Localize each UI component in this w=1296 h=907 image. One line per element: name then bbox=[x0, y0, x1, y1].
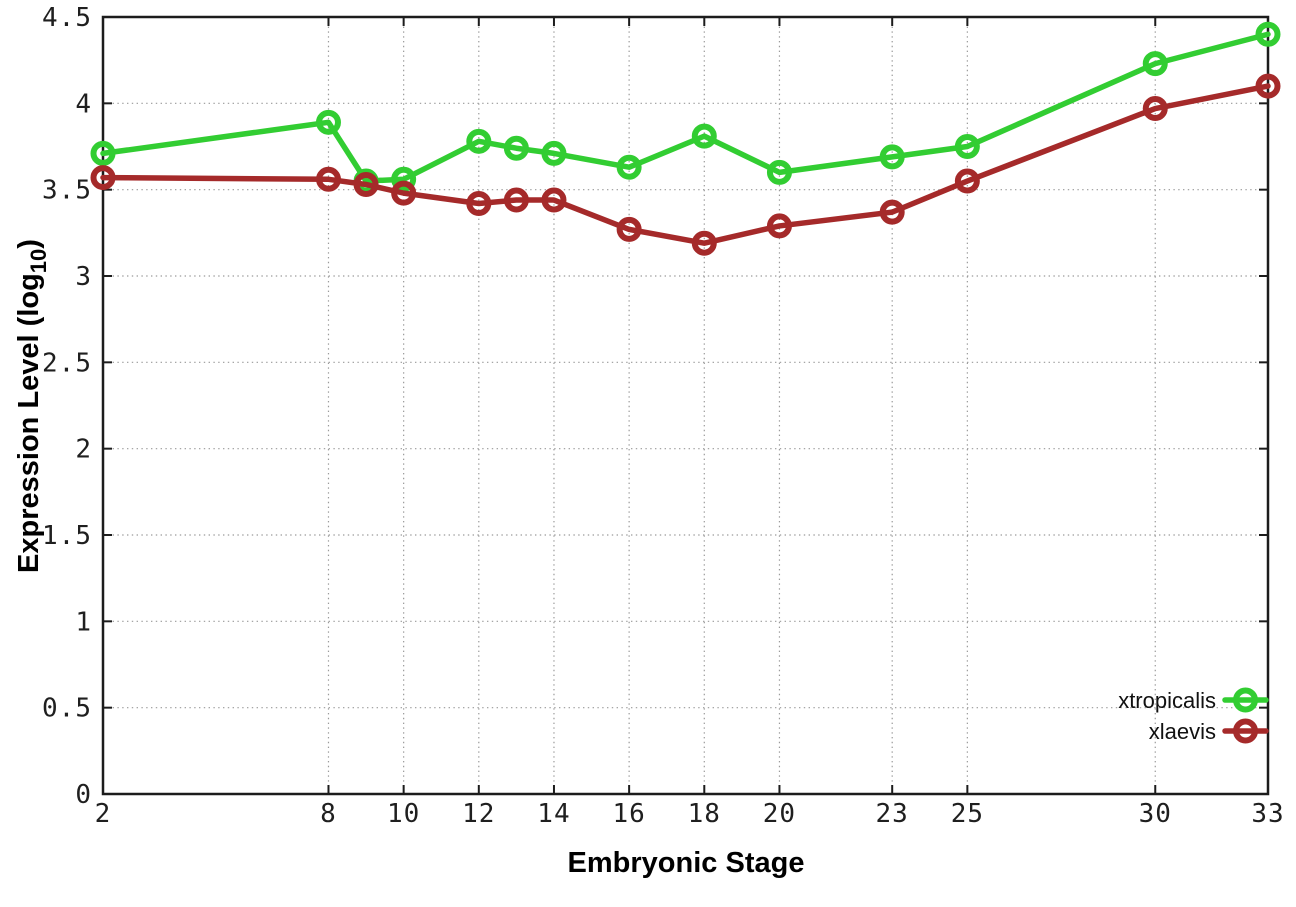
data-point-marker-xtropicalis bbox=[466, 128, 492, 154]
data-point-marker-xlaevis bbox=[315, 166, 341, 192]
y-axis-tick-label: 4 bbox=[75, 89, 92, 119]
data-point-marker-xlaevis bbox=[616, 216, 642, 242]
data-point-marker-xlaevis bbox=[691, 230, 717, 256]
y-axis-tick-label: 0 bbox=[75, 780, 92, 810]
data-point-marker-xlaevis bbox=[90, 165, 116, 191]
data-series bbox=[90, 21, 1281, 256]
legend-marker-icon-xtropicalis bbox=[1233, 687, 1258, 713]
data-point-marker-xtropicalis bbox=[616, 154, 642, 180]
data-point-marker-xlaevis bbox=[879, 199, 905, 225]
legend-marker-icon-xlaevis bbox=[1233, 718, 1258, 744]
data-point-marker-xtropicalis bbox=[954, 134, 980, 159]
data-point-marker-xtropicalis bbox=[879, 144, 905, 170]
y-axis-tick-label: 2.5 bbox=[42, 348, 92, 378]
x-axis-tick-label: 23 bbox=[876, 799, 909, 829]
data-point-marker-xtropicalis bbox=[1255, 21, 1281, 47]
data-point-marker-xlaevis bbox=[954, 168, 980, 194]
tick-labels: 2 8 10 12 14 16 18 20 23 25 30 33 0 0.5 1 1.5 2 2.5 3 3.5 4 4… bbox=[42, 3, 1284, 829]
data-point-marker-xtropicalis bbox=[691, 123, 717, 149]
y-axis-tick-label: 3 bbox=[75, 262, 92, 292]
y-axis-title: Expression Level (log10) bbox=[13, 239, 51, 573]
data-point-marker-xlaevis bbox=[1142, 96, 1168, 122]
x-axis-tick-label: 8 bbox=[320, 799, 337, 829]
legend-label-xtropicalis: xtropicalis bbox=[1118, 688, 1216, 713]
data-point-marker-xtropicalis bbox=[766, 159, 792, 185]
x-axis-tick-label: 25 bbox=[951, 799, 984, 829]
x-axis-tick-label: 33 bbox=[1251, 799, 1284, 829]
data-point-marker-xlaevis bbox=[541, 187, 567, 213]
y-axis-tick-label: 4.5 bbox=[42, 3, 92, 33]
x-axis-title: Embryonic Stage bbox=[568, 847, 805, 879]
plot-border bbox=[101, 15, 1270, 796]
series-line-xlaevis bbox=[100, 83, 1271, 246]
y-axis-tick-label: 3.5 bbox=[42, 176, 92, 206]
y-axis-tick-label: 2 bbox=[75, 435, 92, 465]
x-axis-tick-label: 20 bbox=[763, 799, 796, 829]
y-axis-tick-label: 0.5 bbox=[42, 694, 92, 724]
data-point-marker-xlaevis bbox=[391, 180, 417, 206]
x-axis-tick-label: 18 bbox=[688, 799, 721, 829]
data-point-marker-xlaevis bbox=[466, 190, 492, 216]
y-axis-tick-label: 1.5 bbox=[42, 521, 92, 551]
x-axis-tick-label: 14 bbox=[537, 799, 570, 829]
data-point-marker-xlaevis bbox=[766, 213, 792, 239]
data-point-marker-xlaevis bbox=[503, 187, 529, 213]
data-point-marker-xtropicalis bbox=[90, 140, 116, 166]
x-axis-tick-label: 10 bbox=[387, 799, 420, 829]
data-point-marker-xtropicalis bbox=[315, 109, 341, 135]
series-line-xtropicalis bbox=[100, 31, 1271, 184]
data-point-marker-xtropicalis bbox=[503, 135, 529, 161]
x-axis-tick-label: 30 bbox=[1139, 799, 1172, 829]
x-axis-tick-label: 2 bbox=[95, 799, 112, 829]
x-axis-tick-label: 12 bbox=[462, 799, 495, 829]
legend: xtropicalis xlaevis bbox=[1118, 687, 1269, 744]
legend-label-xlaevis: xlaevis bbox=[1149, 719, 1216, 744]
x-axis-tick-label: 16 bbox=[612, 799, 645, 829]
data-point-marker-xtropicalis bbox=[391, 166, 417, 192]
data-point-marker-xtropicalis bbox=[1142, 51, 1168, 77]
y-axis-tick-label: 1 bbox=[75, 607, 92, 637]
plot-border-rect bbox=[101, 15, 1270, 796]
data-point-marker-xtropicalis bbox=[541, 140, 567, 166]
data-point-marker-xlaevis bbox=[1255, 73, 1281, 99]
data-point-marker-xlaevis bbox=[353, 171, 379, 197]
